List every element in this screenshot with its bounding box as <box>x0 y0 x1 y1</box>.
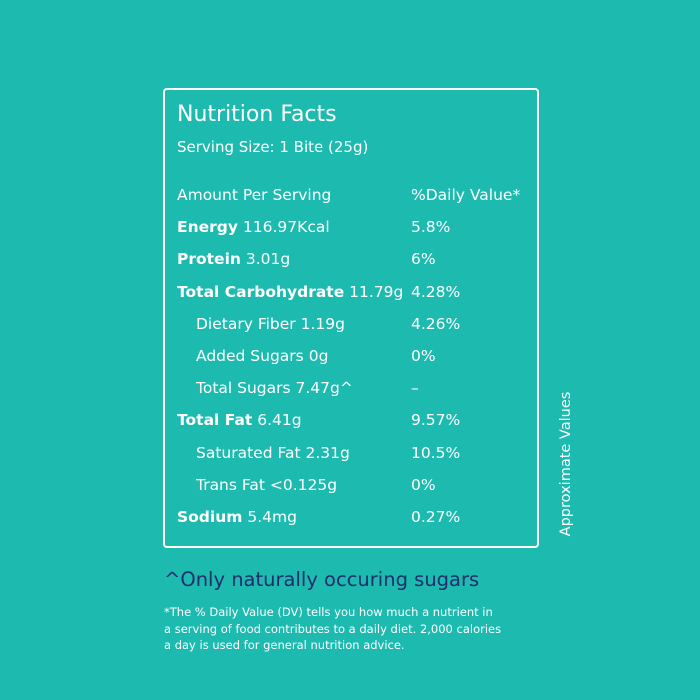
nutrient-dv: 0% <box>411 476 436 494</box>
nutrient-dv: 5.8% <box>411 218 451 236</box>
nutrient-amount: 2.31g <box>305 444 350 462</box>
nutrient-dv: 4.28% <box>411 283 461 301</box>
approximate-values-caption: Approximate Values <box>558 380 574 550</box>
amount-per-serving-header: Amount Per Serving <box>177 186 332 204</box>
nutrient-row-saturated-fat: Saturated Fat 2.31g 10.5% <box>165 444 537 468</box>
nutrient-name: Dietary Fiber <box>196 315 296 333</box>
nutrient-dv: 0% <box>411 347 436 365</box>
nutrient-row-trans-fat: Trans Fat <0.125g 0% <box>165 476 537 500</box>
nutrient-amount: 7.47g^ <box>295 379 353 397</box>
nutrient-amount: 116.97Kcal <box>242 218 330 236</box>
nutrient-dv: 9.57% <box>411 411 461 429</box>
nutrient-row-added-sugars: Added Sugars 0g 0% <box>165 347 537 371</box>
nutrient-name: Sodium <box>177 508 243 526</box>
nutrient-name: Energy <box>177 218 238 236</box>
nutrient-name: Total Carbohydrate <box>177 283 345 301</box>
nutrient-name: Total Fat <box>177 411 253 429</box>
side-note-text: Approximate Values <box>558 391 574 537</box>
nutrient-amount: 11.79g <box>349 283 404 301</box>
panel-title: Nutrition Facts <box>177 102 337 127</box>
nutrient-row-total-fat: Total Fat 6.41g 9.57% <box>165 411 537 435</box>
nutrient-row-dietary-fiber: Dietary Fiber 1.19g 4.26% <box>165 315 537 339</box>
nutrient-row-energy: Energy 116.97Kcal 5.8% <box>165 218 537 242</box>
disclaimer-line: *The % Daily Value (DV) tells you how mu… <box>164 605 493 619</box>
nutrient-name: Total Sugars <box>196 379 291 397</box>
sugar-footnote: ^Only naturally occuring sugars <box>164 568 480 591</box>
daily-value-header: %Daily Value* <box>411 186 521 204</box>
nutrient-row-protein: Protein 3.01g 6% <box>165 250 537 274</box>
nutrient-amount: 1.19g <box>300 315 345 333</box>
nutrient-amount: 0g <box>308 347 329 365</box>
nutrient-amount: 6.41g <box>257 411 302 429</box>
serving-size: Serving Size: 1 Bite (25g) <box>177 138 369 156</box>
disclaimer-line: a serving of food contributes to a daily… <box>164 621 502 636</box>
nutrient-name: Protein <box>177 250 241 268</box>
nutrient-dv: 4.26% <box>411 315 461 333</box>
nutrient-amount: 3.01g <box>245 250 291 268</box>
nutrient-dv: 0.27% <box>411 508 461 526</box>
disclaimer-line: a day is used for general nutrition advi… <box>164 638 405 652</box>
nutrition-facts-panel: Nutrition Facts Serving Size: 1 Bite (25… <box>163 88 539 548</box>
nutrient-amount: <0.125g <box>269 476 338 494</box>
nutrient-dv: 10.5% <box>411 444 461 462</box>
daily-value-disclaimer: *The % Daily Value (DV) tells you how mu… <box>164 604 544 654</box>
nutrient-name: Saturated Fat <box>196 444 301 462</box>
nutrient-dv: 6% <box>411 250 436 268</box>
nutrient-dv: – <box>411 379 419 397</box>
nutrient-row-total-carbohydrate: Total Carbohydrate 11.79g 4.28% <box>165 283 537 307</box>
nutrient-name: Added Sugars <box>196 347 304 365</box>
nutrient-row-sodium: Sodium 5.4mg 0.27% <box>165 508 537 532</box>
nutrient-name: Trans Fat <box>196 476 265 494</box>
nutrient-row-total-sugars: Total Sugars 7.47g^ – <box>165 379 537 403</box>
nutrient-amount: 5.4mg <box>247 508 297 526</box>
